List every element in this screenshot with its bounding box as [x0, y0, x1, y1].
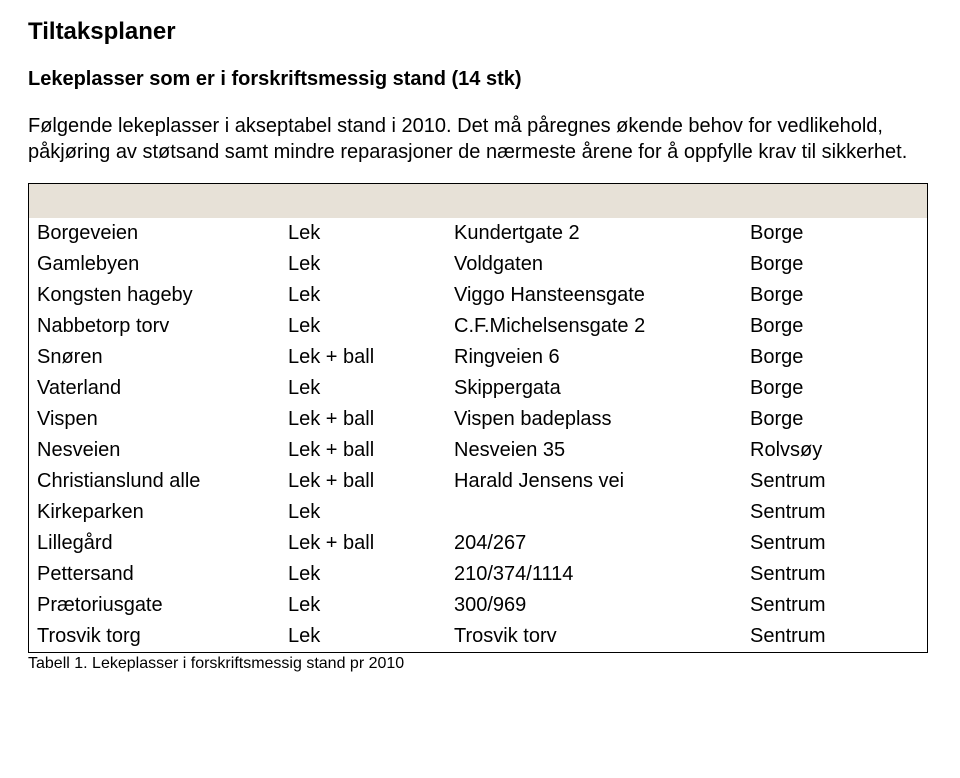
page-title: Tiltaksplaner: [28, 18, 932, 46]
table-cell: Christianslund alle: [29, 466, 280, 497]
table-cell: Borgeveien: [29, 218, 280, 249]
table-cell: Lek: [280, 590, 446, 621]
table-header-strip: [29, 184, 927, 218]
table-cell: 204/267: [446, 528, 742, 559]
table-cell: Lek + ball: [280, 404, 446, 435]
table-cell: Viggo Hansteensgate: [446, 280, 742, 311]
table-cell: Ringveien 6: [446, 342, 742, 373]
table-cell: Trosvik torv: [446, 621, 742, 652]
playgrounds-table: BorgeveienLekKundertgate 2BorgeGamlebyen…: [28, 183, 928, 653]
table-row: SnørenLek + ballRingveien 6Borge: [29, 342, 927, 373]
table-cell: Kundertgate 2: [446, 218, 742, 249]
intro-paragraph: Følgende lekeplasser i akseptabel stand …: [28, 113, 928, 165]
table-body: BorgeveienLekKundertgate 2BorgeGamlebyen…: [29, 218, 927, 652]
table-row: GamlebyenLekVoldgatenBorge: [29, 249, 927, 280]
table-cell: Lek + ball: [280, 342, 446, 373]
table-cell: Sentrum: [742, 528, 927, 559]
table-row: Kongsten hagebyLekViggo HansteensgateBor…: [29, 280, 927, 311]
table-cell: Lek: [280, 218, 446, 249]
section-subtitle: Lekeplasser som er i forskriftsmessig st…: [28, 68, 932, 91]
table-cell: Lillegård: [29, 528, 280, 559]
table-cell: Borge: [742, 404, 927, 435]
table-cell: Sentrum: [742, 590, 927, 621]
table-cell: Borge: [742, 373, 927, 404]
table-row: BorgeveienLekKundertgate 2Borge: [29, 218, 927, 249]
table-cell: Borge: [742, 249, 927, 280]
table-caption: Tabell 1. Lekeplasser i forskriftsmessig…: [28, 655, 932, 673]
table-cell: Harald Jensens vei: [446, 466, 742, 497]
table-cell: Borge: [742, 311, 927, 342]
table-cell: Vaterland: [29, 373, 280, 404]
table-cell: Lek: [280, 280, 446, 311]
table-cell: Nesveien 35: [446, 435, 742, 466]
table-cell: 210/374/1114: [446, 559, 742, 590]
table-row: KirkeparkenLek Sentrum: [29, 497, 927, 528]
table-cell: Lek + ball: [280, 528, 446, 559]
table-cell: Borge: [742, 280, 927, 311]
table-cell: C.F.Michelsensgate 2: [446, 311, 742, 342]
table-row: Christianslund alleLek + ballHarald Jens…: [29, 466, 927, 497]
table-cell: Gamlebyen: [29, 249, 280, 280]
table-cell: [446, 497, 742, 528]
table-row: VaterlandLekSkippergataBorge: [29, 373, 927, 404]
table-cell: Prætoriusgate: [29, 590, 280, 621]
table-row: PettersandLek210/374/1114Sentrum: [29, 559, 927, 590]
table-cell: Lek: [280, 621, 446, 652]
table-row: LillegårdLek + ball204/267Sentrum: [29, 528, 927, 559]
table-cell: Borge: [742, 342, 927, 373]
table-cell: Lek: [280, 311, 446, 342]
table-cell: Skippergata: [446, 373, 742, 404]
table-cell: Borge: [742, 218, 927, 249]
table-row: Trosvik torgLekTrosvik torvSentrum: [29, 621, 927, 652]
table-cell: 300/969: [446, 590, 742, 621]
table-cell: Lek + ball: [280, 435, 446, 466]
table-cell: Lek: [280, 249, 446, 280]
table-cell: Pettersand: [29, 559, 280, 590]
table-cell: Nabbetorp torv: [29, 311, 280, 342]
table-row: VispenLek + ballVispen badeplassBorge: [29, 404, 927, 435]
table-cell: Lek: [280, 373, 446, 404]
table-cell: Kirkeparken: [29, 497, 280, 528]
table-cell: Nesveien: [29, 435, 280, 466]
table-row: NesveienLek + ballNesveien 35Rolvsøy: [29, 435, 927, 466]
table-cell: Sentrum: [742, 497, 927, 528]
table-row: Nabbetorp torvLekC.F.Michelsensgate 2Bor…: [29, 311, 927, 342]
table-row: PrætoriusgateLek300/969Sentrum: [29, 590, 927, 621]
table-cell: Lek: [280, 497, 446, 528]
table-cell: Vispen badeplass: [446, 404, 742, 435]
table-cell: Kongsten hageby: [29, 280, 280, 311]
table-cell: Rolvsøy: [742, 435, 927, 466]
table-cell: Lek: [280, 559, 446, 590]
table-cell: Vispen: [29, 404, 280, 435]
table-cell: Snøren: [29, 342, 280, 373]
table-cell: Sentrum: [742, 466, 927, 497]
table-cell: Voldgaten: [446, 249, 742, 280]
table-cell: Sentrum: [742, 621, 927, 652]
table-cell: Sentrum: [742, 559, 927, 590]
table-cell: Trosvik torg: [29, 621, 280, 652]
table-cell: Lek + ball: [280, 466, 446, 497]
